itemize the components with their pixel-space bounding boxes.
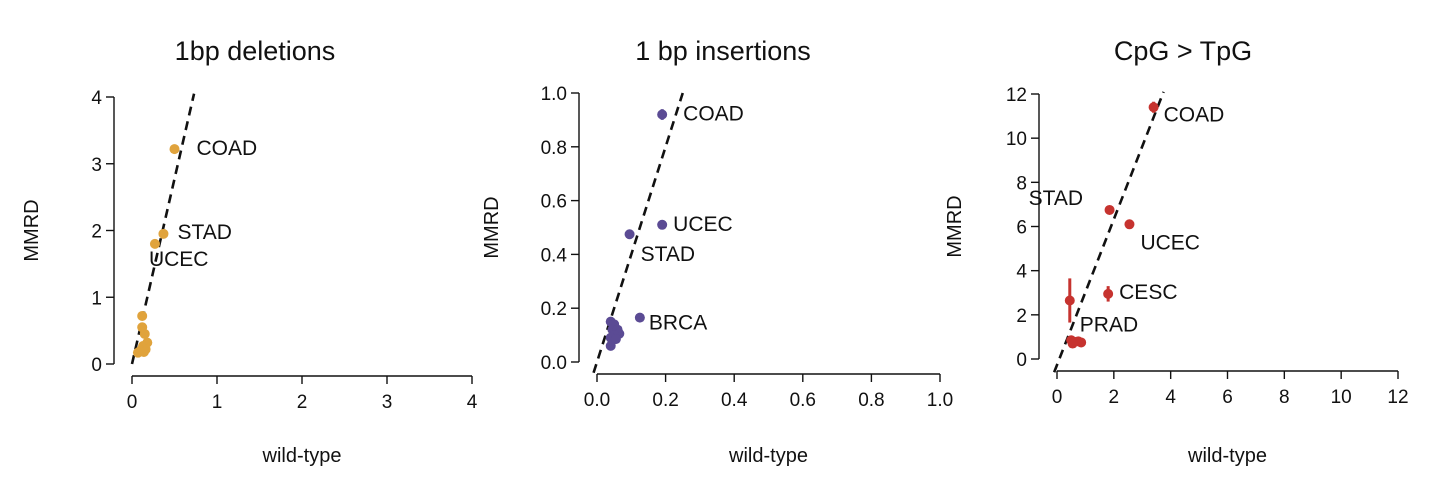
y-tick-label: 4 — [1016, 262, 1027, 283]
x-tick-label: 4 — [467, 392, 478, 413]
x-tick-label: 10 — [1331, 387, 1352, 408]
data-point — [139, 328, 150, 339]
x-axis-label: wild-type — [728, 445, 808, 467]
x-tick-label: 1.0 — [927, 390, 953, 411]
y-axis-label: MMRD — [21, 199, 43, 261]
x-tick-label: 0 — [127, 392, 138, 413]
x-axis-label: wild-type — [262, 445, 342, 467]
fit-line — [1052, 91, 1165, 373]
x-tick-label: 6 — [1222, 387, 1233, 408]
panel-1bp-deletions: 1bp deletions 0 1 2 3 4 0 1 2 3 4 wild-type MMRD COAD… — [21, 36, 478, 467]
y-tick-label: 12 — [1006, 85, 1027, 106]
data-point — [634, 312, 645, 323]
data-point — [624, 229, 635, 240]
point-label: UCEC — [1140, 231, 1200, 254]
data-point — [169, 144, 180, 155]
y-tick-label: 0.2 — [541, 299, 567, 320]
data-point — [137, 310, 148, 321]
y-tick-label: 0.0 — [541, 353, 567, 374]
data-point — [1104, 204, 1115, 215]
y-tick-label: 1 — [91, 288, 102, 309]
x-tick-label: 2 — [1109, 387, 1120, 408]
y-tick-label: 0 — [91, 355, 102, 376]
y-tick-label: 6 — [1016, 218, 1027, 239]
point-label: STAD — [1029, 187, 1083, 210]
data-point — [158, 228, 169, 239]
y-tick-label: 10 — [1006, 129, 1027, 150]
y-tick-label: 1.0 — [541, 84, 567, 105]
point-label: STAD — [641, 243, 695, 266]
point-label: UCEC — [149, 248, 209, 271]
data-point — [1067, 338, 1078, 349]
data-point — [657, 109, 668, 120]
data-point — [605, 340, 616, 351]
chart-title: 1bp deletions — [175, 36, 336, 66]
y-axis-label: MMRD — [944, 195, 966, 257]
x-tick-label: 8 — [1279, 387, 1290, 408]
data-point — [1064, 295, 1075, 306]
data-point — [1076, 337, 1087, 348]
x-tick-label: 0.2 — [652, 390, 678, 411]
y-tick-label: 0.8 — [541, 138, 567, 159]
y-tick-label: 3 — [91, 155, 102, 176]
data-point — [149, 238, 160, 249]
y-tick-label: 2 — [1016, 306, 1027, 327]
x-tick-label: 0.8 — [858, 390, 884, 411]
y-axis-label: MMRD — [481, 196, 503, 258]
point-label: STAD — [177, 221, 231, 244]
x-tick-label: 0 — [1052, 387, 1063, 408]
panel-cpg-tpg: CpG > TpG 0 2 4 6 8 10 12 0 2 4 6 8 10 12 wild-type MMRD… — [944, 36, 1409, 467]
point-label: PRAD — [1080, 313, 1138, 336]
y-tick-label: 0.4 — [541, 245, 568, 266]
data-point — [138, 346, 149, 357]
y-tick-label: 8 — [1016, 173, 1027, 194]
y-tick-label: 0 — [1016, 350, 1027, 371]
point-label: COAD — [1164, 103, 1225, 126]
panel-1bp-insertions: 1 bp insertions 0.0 0.2 0.4 0.6 0.8 1.0 0.0 0.2 0… — [481, 36, 953, 467]
x-tick-label: 4 — [1165, 387, 1176, 408]
data-point — [657, 219, 668, 230]
data-point — [1148, 102, 1159, 113]
data-point — [1124, 219, 1135, 230]
y-tick-label: 0.6 — [541, 192, 567, 213]
y-tick-label: 2 — [91, 222, 102, 243]
point-label: CESC — [1119, 281, 1177, 304]
fit-line — [592, 92, 684, 374]
point-label: UCEC — [673, 213, 733, 236]
point-label: BRCA — [649, 312, 707, 335]
x-tick-label: 1 — [212, 392, 223, 413]
point-label: COAD — [683, 103, 744, 126]
chart-title: 1 bp insertions — [635, 36, 811, 66]
x-axis-label: wild-type — [1187, 445, 1267, 467]
x-tick-label: 0.0 — [584, 390, 610, 411]
x-tick-label: 2 — [297, 392, 308, 413]
x-tick-label: 12 — [1387, 387, 1408, 408]
chart-title: CpG > TpG — [1114, 36, 1252, 66]
data-point — [1103, 288, 1114, 299]
x-tick-label: 0.6 — [790, 390, 816, 411]
x-tick-label: 3 — [382, 392, 393, 413]
y-tick-label: 4 — [91, 88, 102, 109]
point-label: COAD — [197, 137, 258, 160]
x-tick-label: 0.4 — [721, 390, 748, 411]
